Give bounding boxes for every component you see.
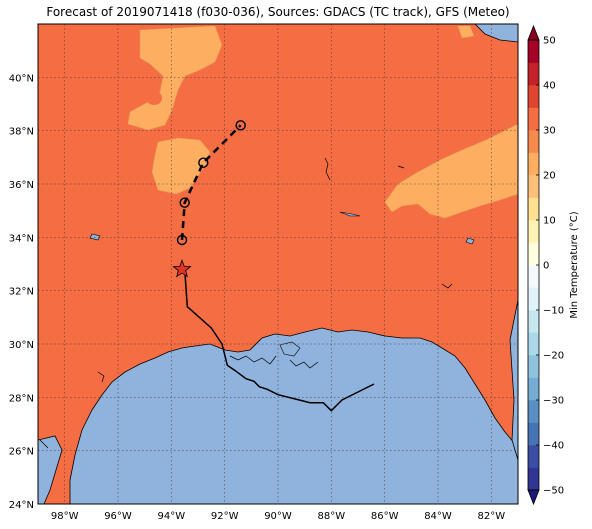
colorbar-band [528,197,539,221]
longitude-label: 82°W [478,511,506,522]
colorbar-band [528,332,539,356]
colorbar-band [528,130,539,153]
colorbar-tick-label: −30 [543,396,564,407]
forecast-point-marker [198,157,209,168]
latitude-tick-labels: 24°N 26°N 28°N 30°N 32°N 34°N 36°N 38°N 40°N [9,73,34,511]
gulf-water [69,327,518,504]
longitude-label: 94°W [158,511,186,522]
lake-texas [89,233,101,241]
colorbar-band [528,107,539,131]
forecast-point-marker [176,234,188,246]
colorbar-tick-label: −40 [543,441,564,452]
colorbar-tick-label: −10 [543,306,564,317]
colorbar-tick-label: 10 [543,216,556,227]
cool-patch-east [384,123,518,219]
colorbar-over-arrow [527,24,540,41]
colorbar-band [528,62,539,86]
longitude-label: 92°W [211,511,239,522]
forecast-point-marker [179,197,190,208]
map-frame [37,23,519,505]
past-track-line [183,269,375,412]
cool-patch-ne [457,25,475,39]
latitude-label: 28°N [9,393,34,404]
colorbar-tick-label: −50 [543,486,564,497]
colorbar-band [528,242,539,266]
latitude-label: 26°N [9,447,34,458]
latitude-label: 32°N [9,287,34,298]
colorbar-tick-label: −20 [543,351,564,362]
forecast-points [176,120,246,246]
latitude-label: 36°N [9,180,34,191]
colorbar-tick-label: 40 [543,81,556,92]
longitude-label: 96°W [104,511,132,522]
longitude-label: 88°W [318,511,346,522]
colorbar-tick-label: 20 [543,171,556,182]
latitude-label: 34°N [9,233,34,244]
colorbar-tick-label: 50 [543,36,556,47]
colorbar-band [528,287,539,311]
forecast-point-marker [235,120,246,131]
latitude-label: 38°N [9,127,34,138]
warm-spot [146,91,162,105]
longitude-label: 84°W [424,511,452,522]
colorbar-band [528,445,539,468]
colorbar-bands [528,40,539,491]
colorbar-label: Min Temperature (°C) [569,211,580,318]
coastline-details [39,157,453,449]
latitude-label: 24°N [9,500,34,511]
atlantic-water [474,24,518,43]
longitude-label: 98°W [51,511,79,522]
pacific-water [38,435,63,504]
colorbar-tick-label: 0 [543,261,549,272]
colorbar-band [528,355,539,378]
colorbar-under-arrow [527,489,540,506]
colorbar-band [528,377,539,401]
forecast-track-line [180,124,242,241]
colorbar-band [528,310,539,333]
map-plot-area [38,24,518,504]
lake-pontchartrain [279,341,301,357]
colorbar-band [528,220,539,243]
colorbar-band [528,85,539,108]
colorbar-tick-label: 30 [543,126,556,137]
longitude-tick-labels: 98°W 96°W 94°W 92°W 90°W 88°W 86°W 84°W 82°W [51,511,505,522]
latitude-label: 30°N [9,340,34,351]
colorbar-band [528,422,539,446]
graticule [38,24,518,504]
colorbar: 50 40 30 20 10 0 −10 −20 −30 −40 −50 Min Temperatu… [527,24,580,506]
latitude-label: 40°N [9,73,34,84]
colorbar-band [528,265,539,288]
lake-alabama [339,211,361,217]
colorbar-band [528,400,539,423]
lake-georgia [465,237,475,245]
colorbar-band [528,175,539,198]
longitude-label: 90°W [264,511,292,522]
longitude-label: 86°W [371,511,399,522]
current-position-star-icon [172,259,192,278]
colorbar-tick-labels: 50 40 30 20 10 0 −10 −20 −30 −40 −50 [536,36,564,497]
atlantic-water-east [509,299,518,461]
colorbar-band [528,467,539,491]
lakes [89,211,475,357]
colorbar-band [528,152,539,176]
colorbar-band [528,40,539,63]
map-title: Forecast of 2019071418 (f030-036), Sourc… [46,5,510,19]
